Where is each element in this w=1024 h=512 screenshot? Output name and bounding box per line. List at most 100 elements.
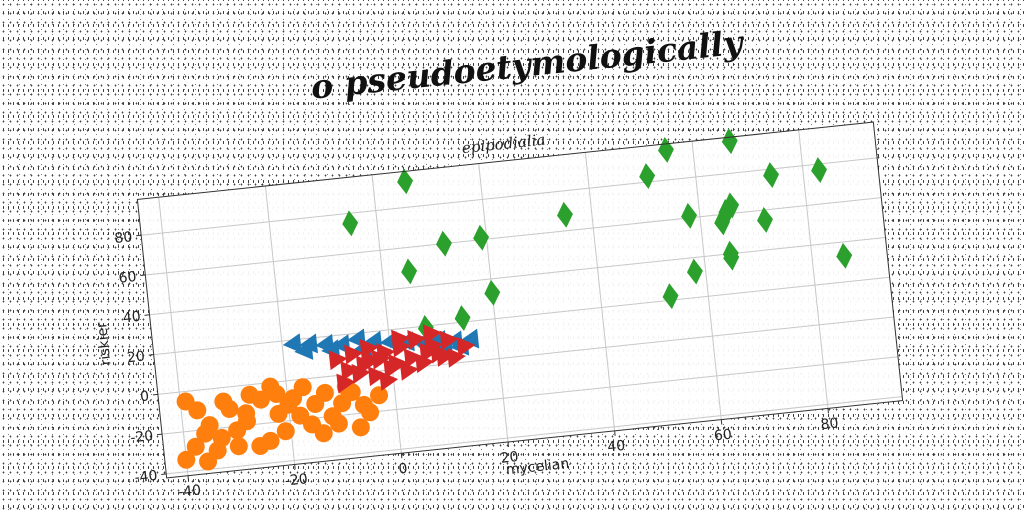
x-tick <box>720 419 723 425</box>
series-1-point <box>342 210 359 237</box>
y-tick <box>161 473 167 475</box>
y-gridline <box>145 197 882 276</box>
chart-title: epipodialia <box>461 131 546 158</box>
series-2-point <box>370 386 389 405</box>
series-2-point <box>276 422 295 441</box>
y-tick <box>136 234 142 237</box>
x-tick-label: -20 <box>284 471 308 489</box>
x-tick <box>187 475 190 481</box>
series-3-point <box>403 348 423 369</box>
series-1-point <box>557 201 573 228</box>
y-gridline <box>166 396 903 475</box>
x-tick-label: -40 <box>177 482 201 500</box>
series-3-point <box>328 350 348 371</box>
y-tick <box>152 393 158 396</box>
x-tick-label: 40 <box>607 438 626 456</box>
y-gridline <box>162 356 899 435</box>
y-tick <box>140 274 146 277</box>
x-tick <box>507 441 509 448</box>
y-tick-label: 60 <box>118 269 137 287</box>
y-gridline <box>157 316 894 395</box>
series-1-point <box>662 283 679 310</box>
plot-frame <box>136 121 904 479</box>
series-3-point <box>430 343 450 364</box>
y-gridline <box>141 157 878 236</box>
x-gridline <box>691 141 722 420</box>
x-gridline <box>371 174 402 454</box>
y-tick-label: -20 <box>130 428 154 446</box>
series-1-point <box>763 162 780 189</box>
x-gridline <box>264 185 296 465</box>
y-gridline <box>153 276 890 356</box>
series-2-point <box>315 383 334 402</box>
series-2-point <box>188 401 207 420</box>
series-2-point <box>351 418 370 437</box>
series-1-point <box>484 279 501 306</box>
series-2-point <box>196 424 215 443</box>
series-3-point <box>439 330 459 351</box>
series-3-point <box>391 329 411 350</box>
series-1-point <box>436 230 452 257</box>
series-1-point <box>401 258 418 285</box>
series-2-point <box>251 436 270 455</box>
x-tick-label: 20 <box>500 449 519 467</box>
series-1-point <box>454 305 471 332</box>
series-0-point <box>460 328 480 349</box>
series-1-point <box>397 168 414 195</box>
series-2-point <box>229 437 248 456</box>
series-3-point <box>344 344 364 365</box>
x-tick-label: 60 <box>713 427 732 445</box>
series-3-point <box>383 358 403 379</box>
series-0-point <box>282 333 302 354</box>
y-tick-label: 0 <box>139 388 150 405</box>
x-tick <box>827 408 829 414</box>
chart-svg: -40 -20 0 20 40 60 80 -40 -20 0 20 40 60 80 epipodial… <box>94 121 904 501</box>
x-tick <box>614 430 616 436</box>
y-axis-label: riskier <box>94 321 114 366</box>
y-tick <box>157 433 163 436</box>
series-2-point <box>314 424 333 443</box>
y-gridline <box>149 236 886 316</box>
ticks: -40 -20 0 20 40 60 80 -40 -20 0 20 40 60 80 <box>114 229 840 501</box>
y-tick-label: -40 <box>134 468 158 486</box>
series-3-point <box>415 353 435 374</box>
series-2-point <box>361 403 380 422</box>
x-tick <box>400 453 403 459</box>
series-3-point <box>379 371 399 391</box>
series-1-point <box>811 157 828 183</box>
series-3-point <box>422 324 442 345</box>
series-1-point <box>721 128 738 155</box>
series-1-point <box>681 202 698 229</box>
x-tick-label: 80 <box>820 415 839 433</box>
data-points <box>176 128 853 471</box>
series-2-point <box>177 450 196 469</box>
series-1-point <box>723 244 740 271</box>
y-tick <box>148 354 154 356</box>
series-1-point <box>723 192 740 219</box>
series-3-point <box>367 366 387 387</box>
series-3-point <box>407 329 427 350</box>
series-0-point <box>294 340 314 360</box>
series-1-point <box>718 199 735 225</box>
series-2-point <box>329 414 348 433</box>
y-tick-label: 20 <box>126 349 145 367</box>
x-gridline <box>798 129 829 409</box>
series-2-point <box>237 412 256 431</box>
series-2-point <box>214 392 233 411</box>
page-title: o pseudoetymologically <box>309 22 745 107</box>
series-3-point <box>340 361 360 381</box>
series-3-point <box>351 363 371 384</box>
series-2-point <box>186 437 205 456</box>
series-3-point <box>399 360 419 381</box>
series-1-point <box>658 136 674 163</box>
y-tick <box>144 314 150 316</box>
series-1-point <box>473 224 490 251</box>
series-3-point <box>371 349 391 370</box>
series-1-point <box>836 242 853 269</box>
series-2-point <box>208 441 227 460</box>
series-3-point <box>456 336 476 357</box>
series-3-point <box>360 350 380 371</box>
x-gridline <box>584 152 616 431</box>
series-3-point <box>446 347 466 368</box>
series-2-point <box>269 404 288 423</box>
